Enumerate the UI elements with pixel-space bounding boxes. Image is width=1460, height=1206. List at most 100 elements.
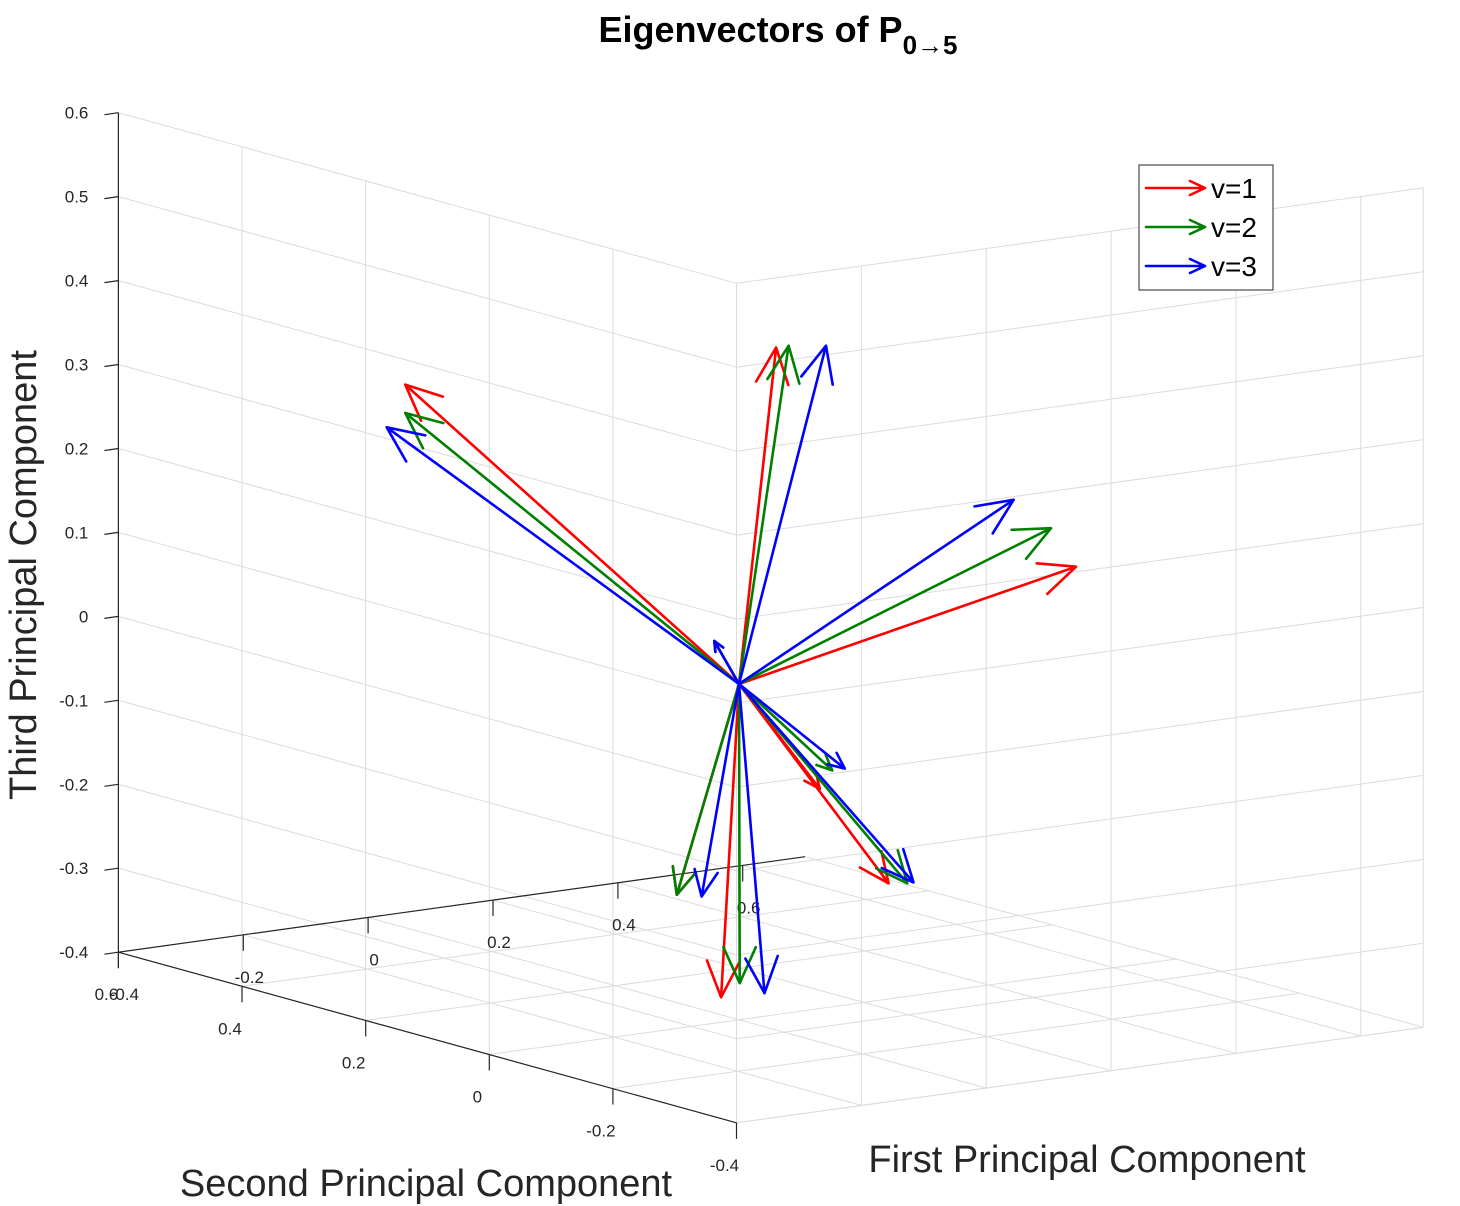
legend-label: v=3 — [1211, 251, 1257, 282]
z-tick-mark — [104, 196, 119, 200]
series-v=3 — [385, 344, 1015, 995]
back-wall-grid-line-z — [736, 271, 1424, 368]
vector-arrow — [737, 498, 1015, 686]
chart-title-main: Eigenvectors of P — [598, 9, 902, 50]
floor-grid-line-x — [617, 882, 1237, 1054]
vector-arrow — [737, 682, 834, 772]
floor-grid-line-y — [489, 958, 1177, 1055]
z-tick-mark — [104, 867, 119, 871]
y-tick-label: -0.4 — [710, 1156, 739, 1175]
tick-labels: -0.4-0.200.20.40.6-0.4-0.200.20.40.6-0.4… — [59, 104, 760, 1175]
side-wall-grid-line-z — [118, 531, 737, 704]
z-tick-label: 0.6 — [65, 104, 89, 123]
floor-grid-line-y — [241, 890, 929, 987]
y-tick-label: 0.2 — [342, 1053, 366, 1072]
floor-grid-line-y — [612, 992, 1300, 1090]
back-wall-grid-line-z — [736, 1026, 1424, 1124]
axes — [104, 112, 806, 1139]
z-tick-label: 0.4 — [65, 272, 89, 291]
vector-arrow — [737, 526, 1053, 686]
side-wall-grid-line-z — [118, 615, 737, 788]
z-tick-mark — [104, 699, 119, 703]
floor-grid-line-x — [804, 856, 1424, 1028]
z-tick-label: -0.4 — [59, 943, 88, 962]
y-tick-label: 0.4 — [218, 1019, 242, 1038]
vector-arrow — [693, 682, 741, 898]
side-wall-grid-line-z — [118, 783, 737, 956]
legend-entry-v=1: v=1 — [1144, 173, 1257, 204]
z-tick-mark — [104, 112, 119, 116]
side-wall-grid-line-z — [118, 112, 737, 284]
vector-arrow — [737, 344, 834, 686]
floor-grid-line-x — [492, 899, 1112, 1072]
side-wall-grid-line-z — [118, 448, 737, 620]
z-tick-label: 0.5 — [65, 188, 89, 207]
x-tick-label: -0.2 — [235, 968, 264, 987]
vector-arrow — [737, 344, 801, 686]
vector-arrow — [671, 682, 741, 897]
legend-entry-v=3: v=3 — [1144, 251, 1257, 282]
legend-arrow-icon — [1144, 179, 1207, 197]
side-wall-grid-line-z — [118, 280, 737, 452]
back-wall-grid-line-z — [736, 942, 1424, 1040]
back-wall-grid-line-z — [736, 774, 1424, 872]
side-wall-grid-line-z — [118, 196, 737, 368]
y-tick-label: 0 — [473, 1088, 482, 1107]
x-tick-label: 0 — [369, 950, 378, 969]
floor-grid-line-x — [742, 864, 1361, 1037]
x-tick-label: 0.2 — [487, 933, 511, 952]
back-wall-grid-line-z — [736, 607, 1424, 704]
vector-arrow — [737, 682, 779, 995]
back-wall-grid-line-z — [736, 439, 1424, 536]
z-tick-mark — [104, 615, 119, 619]
z-tick-mark — [104, 363, 119, 368]
back-wall-grid-line-z — [736, 355, 1424, 452]
floor-grid-line-x — [243, 934, 862, 1106]
floor-grid-line-y — [365, 924, 1053, 1021]
vector-arrow — [404, 411, 741, 686]
z-tick-label: 0.3 — [65, 356, 89, 375]
y-axis-line — [118, 951, 737, 1124]
z-tick-mark — [104, 783, 119, 787]
legend-arrow-icon — [1144, 218, 1207, 236]
vectors — [385, 344, 1078, 999]
side-wall-grid-line-z — [118, 699, 737, 872]
z-tick-label: -0.3 — [59, 859, 88, 878]
y-tick-label: 0.6 — [95, 985, 119, 1004]
x-tick-label: 0.4 — [612, 916, 636, 935]
legend-arrow-icon — [1144, 257, 1207, 275]
vector-arrow — [403, 383, 741, 686]
legend-label: v=2 — [1211, 212, 1257, 243]
y-tick-label: -0.2 — [586, 1122, 615, 1141]
z-tick-mark — [104, 531, 119, 535]
z-tick-label: -0.1 — [59, 691, 88, 710]
legend: v=1 v=2 v=3 — [1138, 164, 1274, 291]
vector-arrow — [737, 682, 915, 884]
chart-title: Eigenvectors of P0→5 — [598, 9, 957, 60]
vector-arrow — [737, 682, 890, 885]
legend-entry-v=2: v=2 — [1144, 212, 1257, 243]
vector-arrow — [705, 682, 741, 999]
vector-arrow — [722, 682, 758, 985]
x-axis-line — [118, 856, 806, 953]
vector-arrow — [737, 682, 847, 770]
z-tick-mark — [104, 447, 119, 452]
vector-arrow — [713, 639, 741, 686]
z-tick-mark — [104, 951, 119, 955]
z-axis-label: Third Principal Component — [3, 350, 45, 800]
back-wall-grid-line-z — [736, 523, 1424, 620]
z-tick-mark — [104, 280, 119, 284]
back-wall-grid-line-z — [736, 858, 1424, 956]
vector-arrow — [737, 562, 1078, 686]
z-tick-label: 0 — [79, 607, 88, 626]
side-wall-grid-line-z — [118, 364, 737, 536]
side-wall-grid-line-z — [118, 867, 737, 1040]
z-tick-label: 0.2 — [65, 440, 89, 459]
back-wall-grid-line-z — [736, 691, 1424, 788]
chart-title-subscript: 0→5 — [903, 30, 958, 60]
vector-arrow — [385, 426, 741, 686]
z-tick-label: 0.1 — [65, 523, 89, 542]
x-tick-label: 0.6 — [737, 898, 761, 917]
z-tick-label: -0.2 — [59, 775, 88, 794]
